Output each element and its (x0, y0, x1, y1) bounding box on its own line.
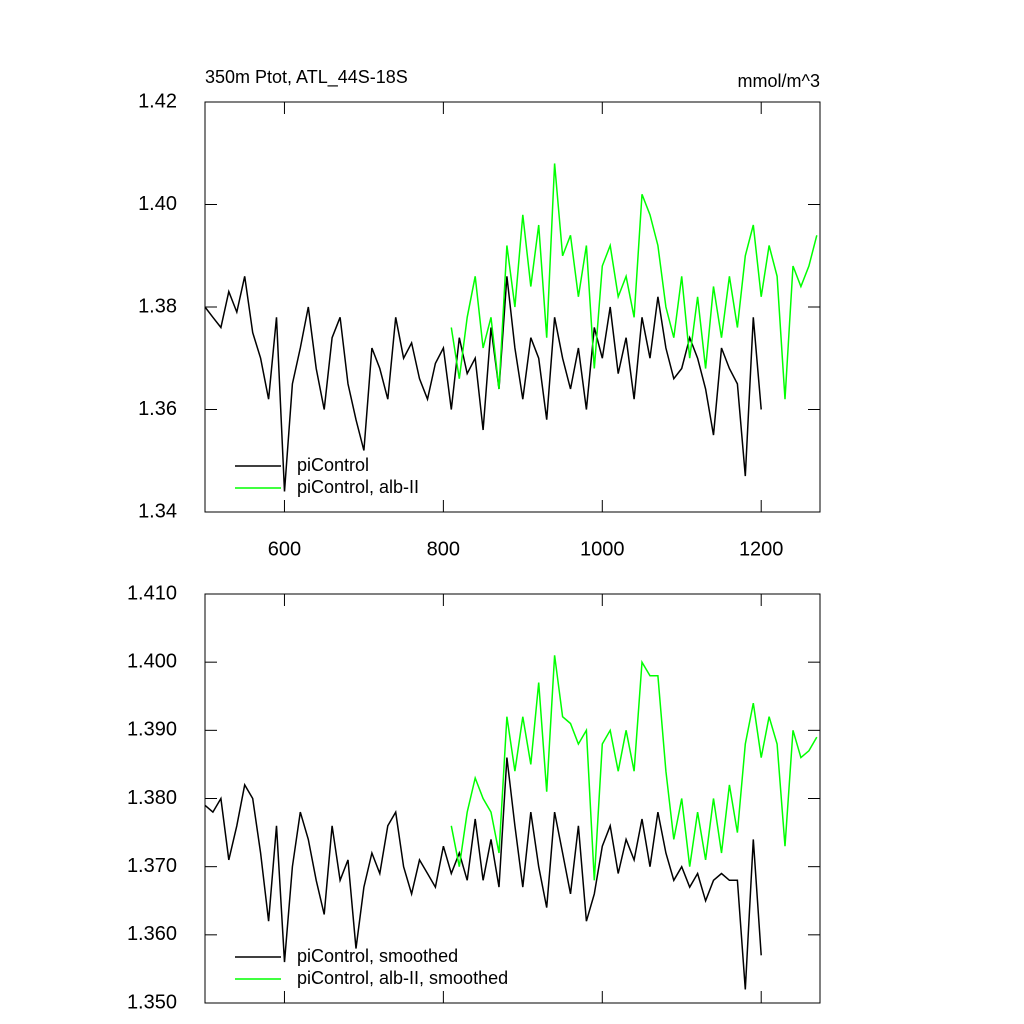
legend-label: piControl, smoothed (297, 946, 458, 966)
y-tick-label: 1.42 (138, 90, 177, 112)
y-tick-label: 1.380 (127, 787, 177, 809)
units-label: mmol/m^3 (738, 71, 820, 91)
legend-label: piControl, alb-II (297, 477, 419, 497)
legend-label: piControl (297, 455, 369, 475)
y-tick-label: 1.38 (138, 295, 177, 317)
y-tick-label: 1.34 (138, 500, 177, 522)
line-series (450, 655, 818, 881)
line-series (450, 163, 818, 400)
y-tick-label: 1.350 (127, 991, 177, 1013)
y-tick-label: 1.400 (127, 650, 177, 672)
plot-frame (204, 101, 821, 513)
line-series (204, 757, 762, 990)
x-tick-label: 1200 (739, 538, 784, 560)
y-tick-label: 1.390 (127, 719, 177, 741)
x-tick-label: 800 (427, 538, 460, 560)
x-tick-label: 1000 (580, 538, 625, 560)
y-tick-label: 1.40 (138, 193, 177, 215)
y-tick-label: 1.36 (138, 398, 177, 420)
chart-title: 350m Ptot, ATL_44S-18S (205, 67, 408, 88)
x-tick-label: 600 (268, 538, 301, 560)
y-tick-label: 1.370 (127, 855, 177, 877)
y-tick-label: 1.410 (127, 582, 177, 604)
line-series (204, 276, 762, 492)
y-tick-label: 1.360 (127, 923, 177, 945)
plot-frame (204, 593, 821, 1004)
legend-label: piControl, alb-II, smoothed (297, 968, 508, 988)
